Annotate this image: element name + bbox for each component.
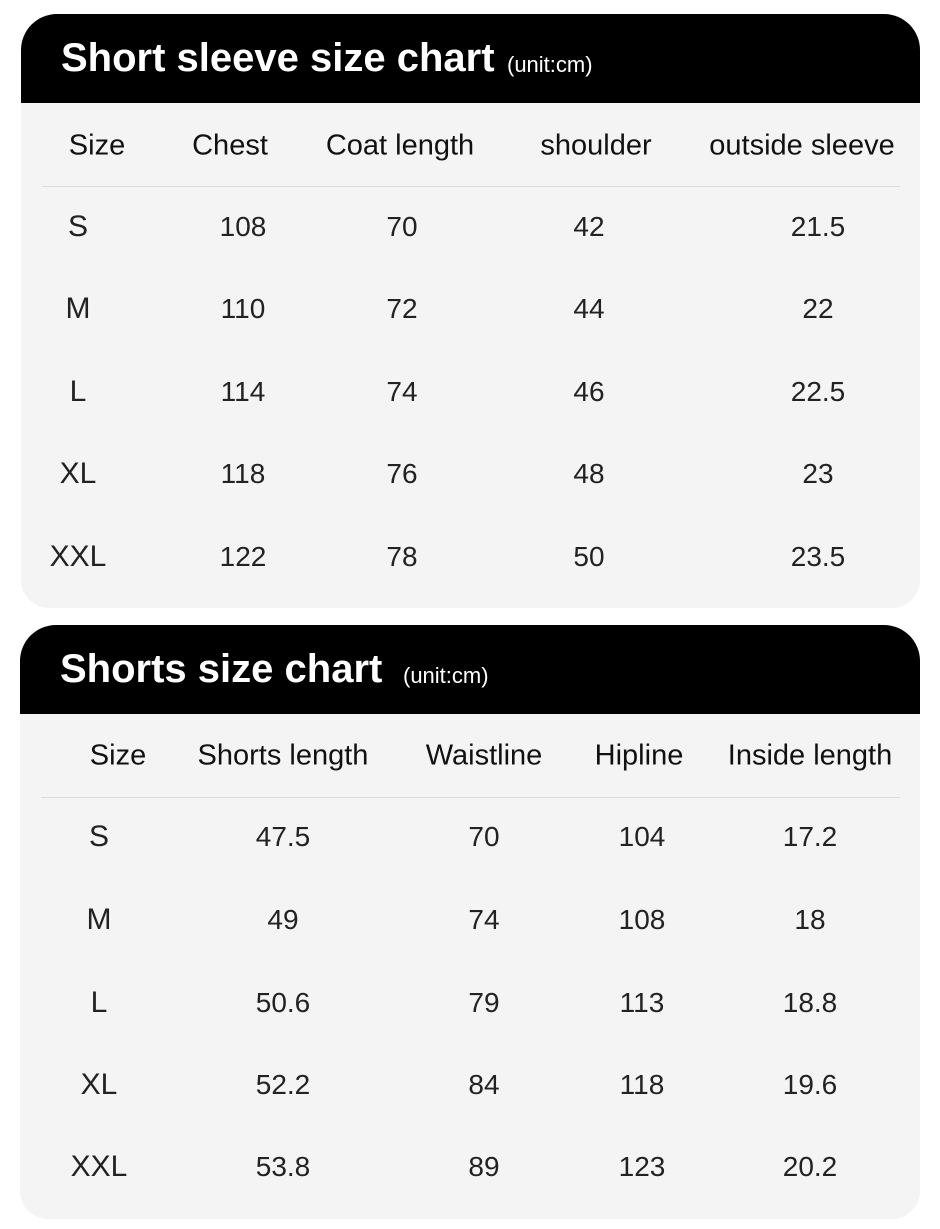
table-cell: 84 <box>468 1069 500 1100</box>
chart-title: Shorts size chart <box>60 647 383 691</box>
card-header: Short sleeve size chart (unit:cm) <box>21 14 920 103</box>
table-cell: 79 <box>468 987 500 1018</box>
table-cell: 18 <box>794 904 826 935</box>
table-cell: 76 <box>386 458 418 489</box>
table-cell: 23.5 <box>790 541 846 572</box>
table-cell: 53.8 <box>255 1151 311 1182</box>
table-cell: 123 <box>618 1151 666 1182</box>
table-cell: 49 <box>267 904 299 935</box>
unit-label: (unit:cm) <box>507 52 593 77</box>
table-cell: 108 <box>618 904 666 935</box>
column-header: shoulder <box>540 129 652 162</box>
size-label: M <box>86 903 112 936</box>
table-cell: 70 <box>468 821 500 852</box>
table-cell: 104 <box>618 821 666 852</box>
column-header: Waistline <box>425 739 543 772</box>
card-header: Shorts size chart (unit:cm) <box>20 625 920 714</box>
header-divider <box>42 186 900 187</box>
table-cell: 108 <box>219 211 267 242</box>
size-label: M <box>65 292 91 325</box>
table-cell: 113 <box>619 987 665 1018</box>
table-cell: 50.6 <box>255 987 311 1018</box>
table-cell: 19.6 <box>782 1069 838 1100</box>
table-cell: 52.2 <box>255 1069 311 1100</box>
unit-label: (unit:cm) <box>403 663 489 688</box>
size-label: S <box>88 820 110 853</box>
table-cell: 17.2 <box>782 821 838 852</box>
table-cell: 21.5 <box>790 211 846 242</box>
chart-title: Short sleeve size chart <box>61 36 495 80</box>
size-label: XXL <box>49 540 107 573</box>
table-cell: 78 <box>386 541 418 572</box>
table-cell: 18.8 <box>782 987 838 1018</box>
table-cell: 122 <box>219 541 267 572</box>
table-cell: 118 <box>619 1069 665 1100</box>
size-label: XL <box>80 1068 118 1101</box>
size-label: L <box>90 986 108 1019</box>
table-cell: 48 <box>573 458 605 489</box>
table-cell: 74 <box>468 904 500 935</box>
table-cell: 114 <box>220 376 266 407</box>
column-header: Size <box>89 739 147 772</box>
table-cell: 22.5 <box>790 376 846 407</box>
size-label: XL <box>59 457 97 490</box>
size-label: XXL <box>70 1150 128 1183</box>
table-cell: 42 <box>573 211 605 242</box>
column-header: Chest <box>192 129 268 162</box>
table-cell: 118 <box>220 458 266 489</box>
size-label: L <box>69 375 87 408</box>
table-cell: 22 <box>802 293 834 324</box>
short-sleeve-size-chart: Short sleeve size chart (unit:cm) Size Ch… <box>21 14 920 608</box>
table-cell: 23 <box>802 458 834 489</box>
table-cell: 50 <box>573 541 605 572</box>
table-cell: 74 <box>386 376 418 407</box>
table-cell: 46 <box>573 376 605 407</box>
column-header: outside sleeve <box>709 129 895 162</box>
column-header: Shorts length <box>197 739 369 772</box>
header-divider <box>41 797 900 798</box>
table-cell: 44 <box>573 293 605 324</box>
size-label: S <box>67 210 89 243</box>
table-cell: 70 <box>386 211 418 242</box>
column-header: Hipline <box>594 739 684 772</box>
column-header: Inside length <box>727 739 893 772</box>
shorts-size-chart: Shorts size chart (unit:cm) Size Shorts l… <box>20 625 920 1219</box>
table-cell: 20.2 <box>782 1151 838 1182</box>
table-cell: 72 <box>386 293 418 324</box>
table-cell: 110 <box>220 293 266 324</box>
column-header: Coat length <box>325 129 475 162</box>
table-cell: 89 <box>468 1151 500 1182</box>
column-header: Size <box>68 129 126 162</box>
table-cell: 47.5 <box>255 821 311 852</box>
